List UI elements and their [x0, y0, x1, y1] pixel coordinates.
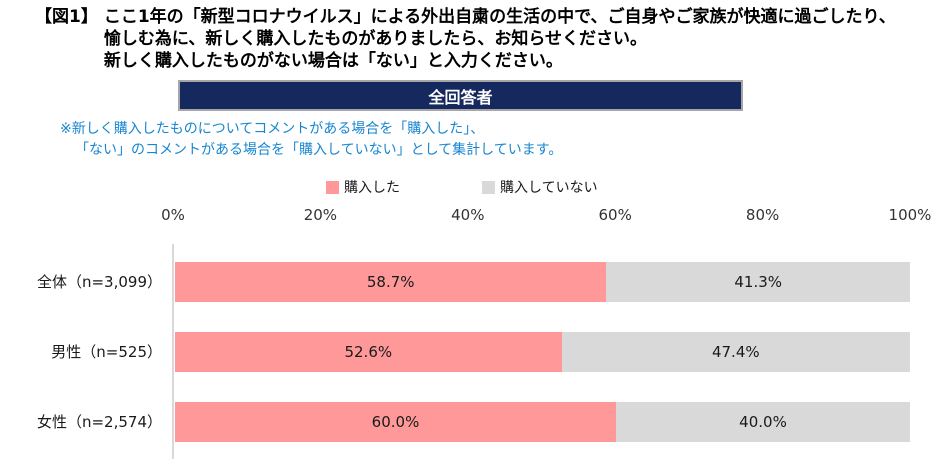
category-label: 男性（n=525） [51, 343, 162, 361]
bar-segment-not-purchased: 41.3% [606, 262, 910, 302]
x-axis-tick: 60% [598, 206, 632, 224]
legend-label-not-purchased: 購入していない [500, 180, 598, 196]
category-label: 女性（n=2,574） [36, 413, 162, 431]
value-label: 60.0% [371, 413, 420, 431]
legend-label-purchased: 購入した [344, 180, 400, 196]
note-line-2: 「ない」のコメントがある場合を「購入していない」として集計しています。 [75, 142, 563, 158]
x-axis-tick: 0% [161, 206, 185, 224]
purchased-color-swatch [326, 180, 339, 194]
x-axis-tick: 40% [451, 206, 485, 224]
question-text: ここ1年の「新型コロナウイルス」による外出自粛の生活の中で、ご自身やご家族が快適… [104, 6, 896, 72]
chart-legend: 購入した 購入していない [326, 177, 598, 197]
value-label: 47.4% [711, 343, 760, 361]
bar-segment-purchased: 52.6% [175, 332, 562, 372]
bar-row: 58.7% 41.3% [175, 262, 910, 302]
category-label: 全体（n=3,099） [36, 273, 162, 291]
question-line-2: 愉しむ為に、新しく購入したものがありましたら、お知らせください。 [103, 29, 647, 49]
legend-item-not-purchased: 購入していない [482, 177, 598, 197]
value-label: 40.0% [739, 413, 787, 431]
tally-method-note: ※新しく購入したものについてコメントがある場合を「購入した」、 「ない」のコメン… [60, 119, 562, 161]
value-label: 41.3% [734, 273, 783, 291]
value-label: 52.6% [344, 343, 393, 361]
question-line-1: ここ1年の「新型コロナウイルス」による外出自粛の生活の中で、ご自身やご家族が快適… [103, 7, 896, 27]
legend-item-purchased: 購入した [326, 177, 400, 197]
bar-segment-not-purchased: 40.0% [616, 402, 910, 442]
bar-row: 52.6% 47.4% [175, 332, 910, 372]
value-label: 58.7% [366, 273, 415, 291]
note-line-1: ※新しく購入したものについてコメントがある場合を「購入した」、 [60, 121, 485, 137]
respondent-group-banner: 全回答者 [178, 80, 743, 111]
x-axis-tick: 20% [303, 206, 338, 224]
question-title: 【図1】 ここ1年の「新型コロナウイルス」による外出自粛の生活の中で、ご自身やご… [35, 6, 896, 72]
x-axis-tick: 100% [888, 206, 932, 224]
respondent-group-label: 全回答者 [428, 87, 493, 107]
x-axis-tick: 80% [745, 206, 780, 224]
bar-segment-purchased: 58.7% [175, 262, 607, 302]
bar-row: 60.0% 40.0% [175, 402, 910, 442]
y-axis-line [172, 244, 174, 459]
question-line-3: 新しく購入したものがない場合は「ない」と入力ください。 [103, 51, 563, 71]
not-purchased-color-swatch [482, 180, 495, 194]
bar-segment-purchased: 60.0% [175, 402, 616, 442]
bar-segment-not-purchased: 47.4% [561, 332, 910, 372]
figure-number-label: 【図1】 [35, 7, 98, 27]
